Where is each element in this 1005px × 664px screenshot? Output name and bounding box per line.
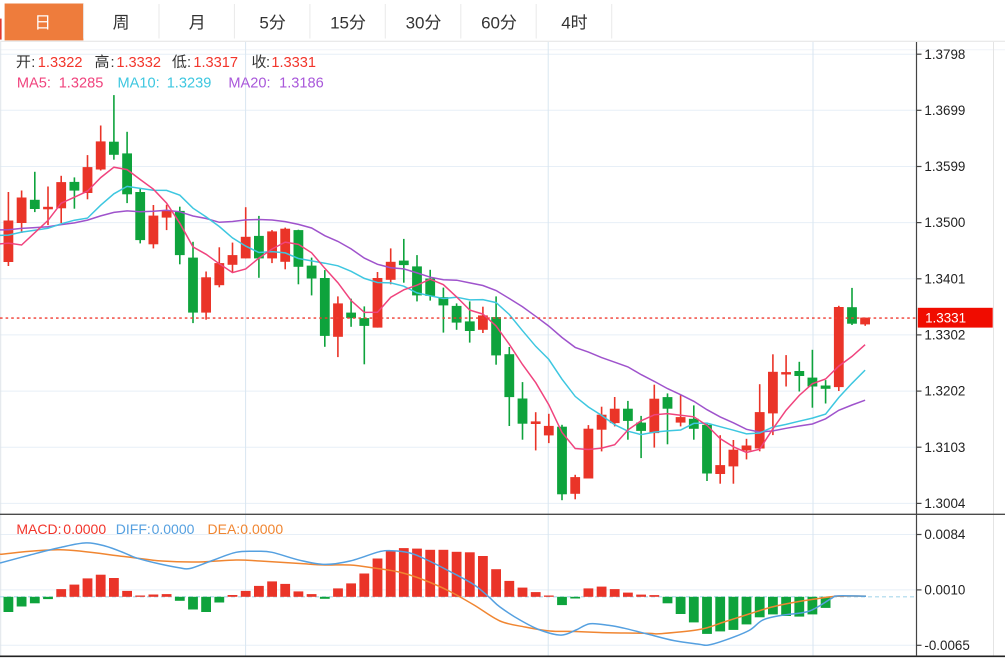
svg-text:1.3331: 1.3331: [925, 311, 966, 326]
svg-text::: :: [31, 55, 35, 71]
svg-text:1.3322: 1.3322: [38, 55, 83, 71]
svg-text:0.0010: 0.0010: [924, 583, 965, 598]
svg-text:DEA:: DEA:: [208, 521, 241, 537]
svg-text:1.3302: 1.3302: [924, 328, 965, 343]
svg-text:1.3202: 1.3202: [924, 384, 965, 399]
svg-text:30: 30: [406, 14, 425, 33]
svg-text:1.3332: 1.3332: [116, 55, 161, 71]
svg-text:1.3500: 1.3500: [924, 215, 965, 230]
svg-text:1.3798: 1.3798: [924, 47, 965, 62]
svg-text:1.3285: 1.3285: [59, 75, 104, 91]
svg-text:0.0084: 0.0084: [924, 527, 966, 542]
svg-text::: :: [111, 55, 115, 71]
svg-text:0.0000: 0.0000: [152, 521, 195, 537]
svg-text:0.0000: 0.0000: [63, 521, 106, 537]
svg-text::: :: [266, 55, 270, 71]
svg-text:MA5:: MA5:: [17, 75, 51, 91]
svg-text:5: 5: [259, 14, 268, 33]
svg-text:4: 4: [561, 14, 570, 33]
svg-text:60: 60: [481, 14, 500, 33]
svg-text:15: 15: [330, 14, 349, 33]
svg-text:-0.0065: -0.0065: [924, 638, 969, 653]
svg-text:1.3004: 1.3004: [924, 496, 966, 511]
svg-text:0.0000: 0.0000: [240, 521, 283, 537]
svg-text:1.3239: 1.3239: [167, 75, 212, 91]
svg-text:MA20:: MA20:: [228, 75, 270, 91]
svg-text::: :: [187, 55, 191, 71]
svg-text:1.3699: 1.3699: [924, 103, 965, 118]
svg-text:1.3186: 1.3186: [279, 75, 324, 91]
svg-text:MA10:: MA10:: [118, 75, 160, 91]
svg-text:1.3599: 1.3599: [924, 159, 965, 174]
svg-text:1.3331: 1.3331: [271, 55, 316, 71]
svg-text:1.3103: 1.3103: [924, 440, 965, 455]
svg-text:MACD:: MACD:: [16, 521, 61, 537]
svg-text:DIFF:: DIFF:: [116, 521, 151, 537]
svg-text:1.3401: 1.3401: [924, 271, 965, 286]
svg-text:1.3317: 1.3317: [193, 55, 238, 71]
